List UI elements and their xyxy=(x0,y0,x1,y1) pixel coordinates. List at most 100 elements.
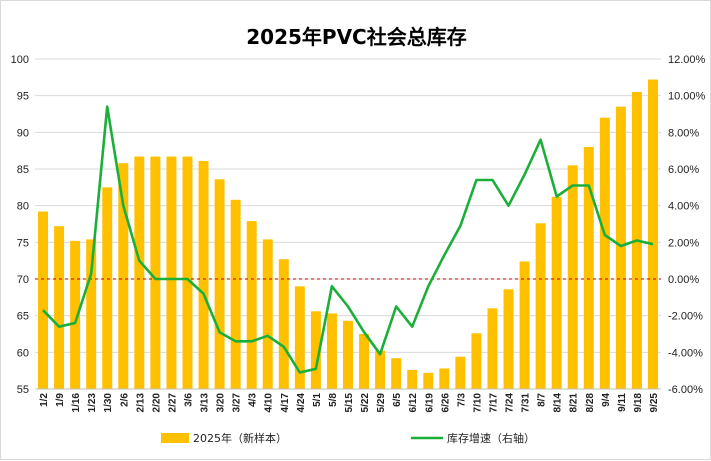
x-tick-label: 8/21 xyxy=(569,393,580,413)
x-tick-label: 6/12 xyxy=(408,393,419,413)
x-tick-label: 5/22 xyxy=(360,393,371,413)
y-right-tick-label: 8.00% xyxy=(668,127,699,139)
x-tick-label: 1/16 xyxy=(71,393,82,413)
bar xyxy=(599,117,610,390)
bar xyxy=(150,156,161,389)
bar xyxy=(182,156,193,389)
bar xyxy=(310,311,321,389)
bar xyxy=(262,239,273,389)
bar xyxy=(535,223,546,389)
bar xyxy=(439,368,450,389)
x-tick-label: 9/25 xyxy=(649,393,660,413)
bar xyxy=(54,226,65,389)
legend-swatch-bars xyxy=(161,433,189,443)
y-left-tick-label: 65 xyxy=(17,311,29,323)
x-tick-label: 4/24 xyxy=(296,393,307,413)
bar xyxy=(647,79,658,390)
bar xyxy=(86,239,97,389)
y-right-tick-label: 0.00% xyxy=(668,274,699,286)
y-left-tick-label: 100 xyxy=(11,54,29,66)
bar xyxy=(567,165,578,389)
bar xyxy=(246,221,257,389)
x-tick-label: 3/20 xyxy=(216,393,227,413)
x-tick-label: 8/28 xyxy=(585,393,596,413)
y-left-tick-label: 70 xyxy=(17,274,29,286)
x-tick-label: 3/13 xyxy=(200,393,211,413)
x-tick-label: 4/17 xyxy=(280,393,291,413)
x-tick-label: 1/2 xyxy=(39,393,50,407)
x-tick-label: 2/20 xyxy=(151,393,162,413)
x-tick-label: 6/19 xyxy=(424,393,435,413)
y-right-tick-label: -4.00% xyxy=(668,347,703,359)
bar xyxy=(102,187,113,389)
bar xyxy=(391,358,402,389)
x-tick-label: 7/31 xyxy=(521,393,532,413)
bar xyxy=(118,163,129,389)
x-tick-label: 7/17 xyxy=(488,393,499,413)
y-left-tick-label: 90 xyxy=(17,127,29,139)
bar xyxy=(359,334,370,389)
bar xyxy=(551,196,562,389)
x-tick-label: 8/7 xyxy=(537,393,548,407)
x-tick-label: 9/11 xyxy=(617,393,628,412)
x-tick-label: 5/1 xyxy=(312,393,323,407)
x-tick-label: 2/6 xyxy=(119,393,130,407)
x-tick-label: 7/24 xyxy=(505,393,516,413)
y-right-tick-label: 6.00% xyxy=(668,164,699,176)
y-left-tick-label: 95 xyxy=(17,91,29,103)
x-tick-label: 2/13 xyxy=(135,393,146,413)
x-tick-label: 9/4 xyxy=(601,393,612,407)
x-tick-label: 7/3 xyxy=(456,393,467,407)
y-left-tick-label: 60 xyxy=(17,347,29,359)
bar xyxy=(503,289,514,389)
x-tick-label: 1/30 xyxy=(103,393,114,413)
bar xyxy=(487,308,498,389)
x-tick-label: 5/8 xyxy=(328,393,339,407)
chart-title: 2025年PVC社会总库存 xyxy=(246,25,467,49)
bar xyxy=(198,160,209,389)
bar xyxy=(583,147,594,389)
y-left-tick-label: 80 xyxy=(17,201,29,213)
x-tick-label: 3/27 xyxy=(232,393,243,413)
x-tick-label: 1/23 xyxy=(87,393,98,413)
x-tick-label: 9/18 xyxy=(633,393,644,413)
growth-line xyxy=(42,105,654,374)
x-tick-label: 6/5 xyxy=(392,393,403,407)
y-right-tick-label: 10.00% xyxy=(668,91,706,103)
x-tick-label: 5/29 xyxy=(376,393,387,413)
bar xyxy=(519,261,530,389)
x-tick-label: 5/15 xyxy=(344,393,355,413)
y-left-tick-label: 75 xyxy=(17,237,29,249)
bar xyxy=(471,333,482,389)
bar xyxy=(326,313,337,389)
y-right-tick-label: 4.00% xyxy=(668,201,699,213)
x-tick-label: 3/6 xyxy=(183,393,194,407)
y-right-tick-label: 2.00% xyxy=(668,237,699,249)
bar xyxy=(70,240,81,389)
y-right-tick-label: -2.00% xyxy=(668,311,703,323)
bar xyxy=(166,156,177,389)
bar xyxy=(615,106,626,390)
bar xyxy=(375,350,386,389)
legend-label-bars: 2025年（新样本） xyxy=(193,431,287,445)
x-tick-label: 8/14 xyxy=(553,393,564,413)
x-tick-label: 4/10 xyxy=(264,393,275,413)
bar xyxy=(407,369,418,389)
x-tick-label: 1/9 xyxy=(55,393,66,407)
y-left-tick-label: 85 xyxy=(17,164,29,176)
x-tick-label: 7/10 xyxy=(472,393,483,413)
bar xyxy=(343,320,353,389)
y-right-tick-label: -6.00% xyxy=(668,384,703,396)
x-tick-label: 6/26 xyxy=(440,393,451,413)
y-left-tick-label: 55 xyxy=(17,384,29,396)
x-tick-label: 4/3 xyxy=(248,393,259,407)
bar xyxy=(134,156,145,389)
bar xyxy=(278,259,289,389)
legend-label-line: 库存增速（右轴） xyxy=(447,431,535,445)
bar xyxy=(423,372,434,389)
bar xyxy=(38,211,49,389)
bar xyxy=(214,179,225,389)
bar xyxy=(230,199,241,389)
bar xyxy=(455,356,466,389)
